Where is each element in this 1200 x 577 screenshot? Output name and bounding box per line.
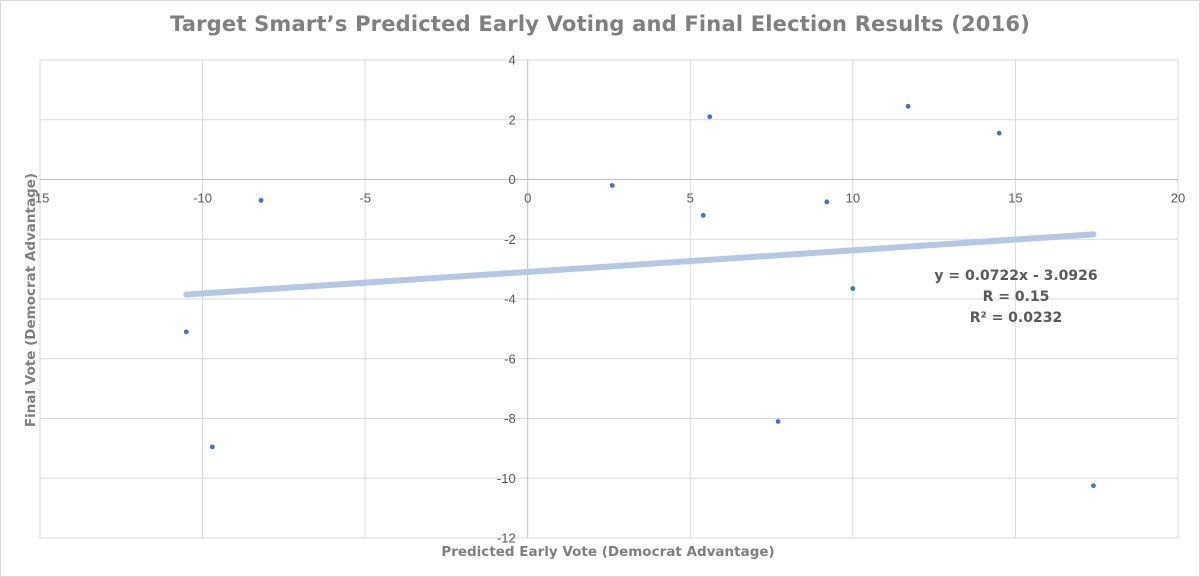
data-point — [609, 183, 615, 188]
trendline-equation-text: y = 0.0722x - 3.0926 — [934, 268, 1097, 284]
y-tick-label: 0 — [508, 172, 515, 187]
trendline-r-text: R = 0.15 — [983, 289, 1050, 305]
grid-lines — [39, 59, 1179, 539]
axes — [40, 60, 1178, 538]
x-tick-label: -10 — [193, 191, 212, 206]
y-tick-label: -4 — [504, 292, 516, 307]
x-tick-label: -5 — [359, 191, 371, 206]
x-tick-label: 15 — [1008, 191, 1022, 206]
y-tick-label: 2 — [508, 112, 515, 127]
data-point — [850, 286, 856, 291]
x-tick-label: 5 — [687, 191, 694, 206]
data-point — [905, 103, 911, 109]
x-tick-label: 20 — [1171, 191, 1185, 206]
trendline — [183, 231, 1097, 298]
trendline-r2-text: R² = 0.0232 — [970, 310, 1062, 326]
data-points — [183, 103, 1096, 489]
trendline-equation: y = 0.0722x - 3.0926 R = 0.15 R² = 0.023… — [934, 268, 1097, 326]
y-tick-label: -12 — [497, 531, 516, 546]
y-axis-title: Final Vote (Democrat Advantage) — [23, 173, 39, 427]
x-tick-label: 10 — [846, 191, 860, 206]
data-point — [707, 114, 713, 120]
data-point — [258, 198, 264, 203]
x-axis-title: Predicted Early Vote (Democrat Advantage… — [441, 544, 774, 560]
y-tick-label: -10 — [497, 471, 516, 486]
data-point — [1091, 483, 1096, 489]
chart-title: Target Smart’s Predicted Early Voting an… — [169, 12, 1031, 36]
x-tick-label: -15 — [31, 191, 50, 206]
y-tick-label: -6 — [504, 351, 516, 366]
data-point — [209, 444, 215, 450]
x-tick-label: 0 — [524, 191, 531, 206]
data-point — [775, 419, 781, 424]
y-tick-label: -8 — [504, 411, 516, 426]
data-point — [824, 199, 830, 205]
data-point — [700, 212, 706, 218]
trendline-layer — [183, 231, 1097, 298]
data-point — [183, 329, 189, 335]
y-tick-label: -2 — [504, 232, 516, 247]
y-tick-label: 4 — [508, 53, 515, 68]
data-point — [996, 130, 1002, 136]
